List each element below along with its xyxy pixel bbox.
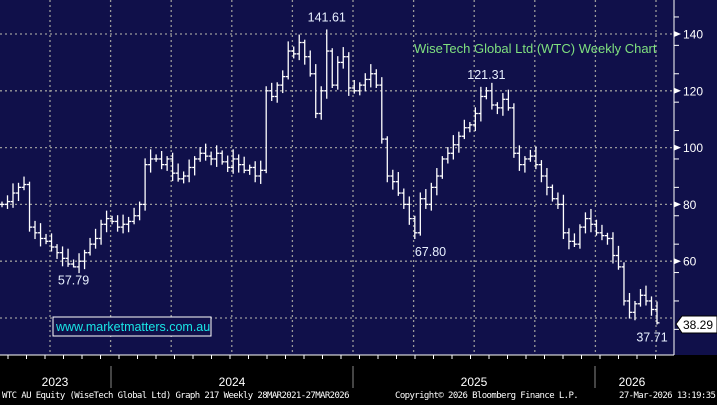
last-price-label: 38.29 (683, 318, 713, 332)
y-tick-arrow (674, 87, 681, 94)
y-tick-arrow (674, 201, 681, 208)
annotation-label: 37.71 (636, 331, 667, 345)
annotations: 141.61 57.79 67.80 121.31 37.71 (58, 10, 668, 344)
year-label: 2026 (619, 375, 646, 389)
annotation-label: 67.80 (415, 245, 446, 259)
axis-background (674, 0, 717, 355)
y-tick-arrow (674, 258, 681, 265)
y-tick-label: 120 (683, 84, 703, 98)
chart-title: WiseTech Global Ltd (WTC) Weekly Chart (414, 41, 657, 56)
year-label: 2025 (461, 375, 488, 389)
annotation-label: 57.79 (58, 273, 89, 287)
year-label: 2024 (219, 375, 246, 389)
y-tick-label: 100 (683, 141, 703, 155)
y-tick-arrow (674, 31, 681, 37)
footer-description: WTC AU Equity (WiseTech Global Ltd) Grap… (2, 391, 350, 401)
y-axis: 60 80 100 120 140 (673, 0, 703, 355)
y-tick-arrow (674, 144, 681, 151)
y-tick-label: 140 (683, 28, 703, 42)
y-tick-label: 60 (683, 255, 697, 269)
watermark-link[interactable]: www.marketmatters.com.au (55, 320, 210, 334)
annotation-label: 141.61 (308, 10, 346, 24)
footer-timestamp: 27-Mar-2026 13:19:35 (619, 391, 716, 401)
footer-copyright: Copyright© 2026 Bloomberg Finance L.P. (395, 391, 579, 401)
year-label: 2023 (42, 375, 69, 389)
y-tick-label: 80 (683, 198, 697, 212)
watermark[interactable]: www.marketmatters.com.au (52, 316, 212, 337)
last-price-tag: 38.29 (675, 315, 717, 334)
price-bars (0, 29, 660, 325)
x-axis: 2023 2024 2025 2026 (0, 354, 674, 389)
gridlines (0, 0, 674, 355)
plot-background (0, 0, 674, 355)
annotation-label: 121.31 (467, 68, 505, 82)
